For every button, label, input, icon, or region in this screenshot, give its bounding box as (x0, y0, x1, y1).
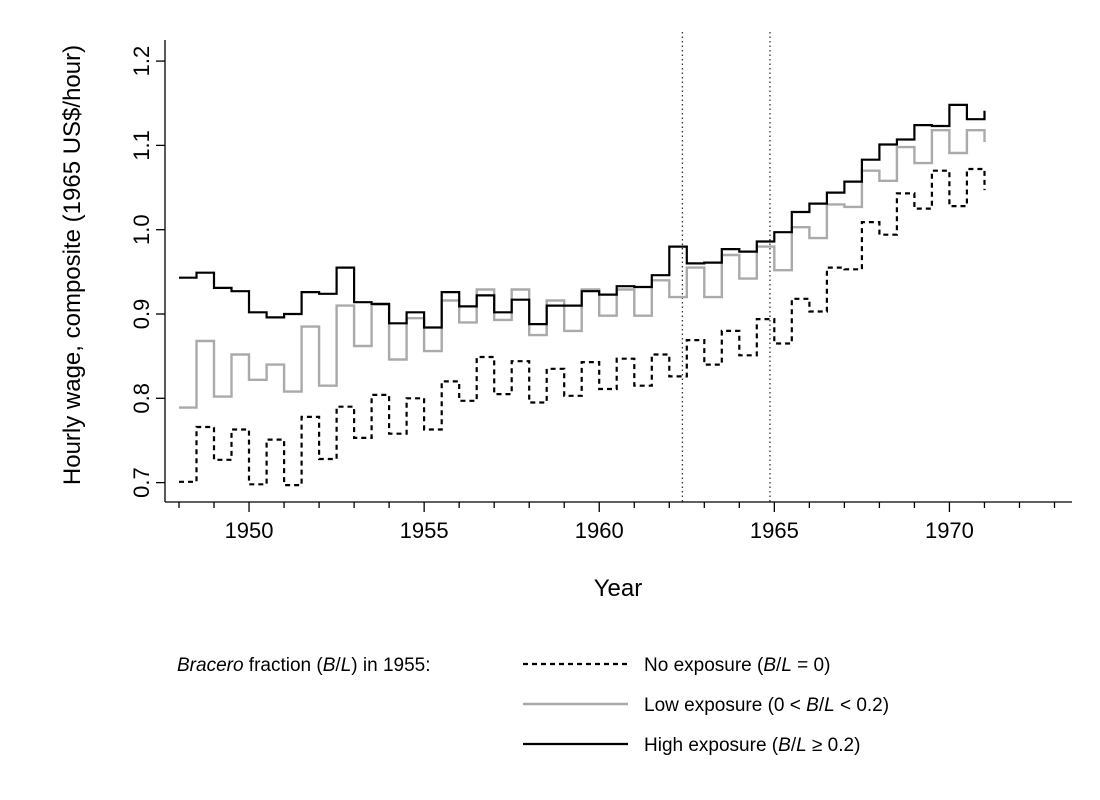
legend-title-part: ) in 1955: (351, 655, 430, 676)
legend-entry-2: High exposure (B/L ≥ 0.2) (644, 735, 860, 756)
legend-entry-1-part: / (819, 695, 825, 716)
y-tick-label: 0.9 (129, 299, 154, 330)
reference-lines (681, 32, 771, 502)
legend-entry-0-part: B (763, 655, 776, 676)
y-tick-label: 0.8 (129, 383, 154, 414)
x-axis-title: Year (594, 575, 643, 602)
y-tick-label: 1.0 (129, 214, 154, 245)
legend-entry-1: Low exposure (0 < B/L < 0.2) (644, 695, 889, 716)
series-lines (179, 103, 986, 487)
y-axis-title: Hourly wage, composite (1965 US$/hour) (59, 45, 86, 485)
legend-title-part: / (335, 655, 341, 676)
x-axis-ticks: 1950 1955 1960 1965 1970 (178, 502, 1056, 543)
plot-area: 1950 1955 1960 1965 1970 0.7 0.8 0.9 1.0 1.1 1.2 (129, 32, 1072, 543)
legend-entry-1-part: L (824, 695, 835, 716)
legend-entry-2-part: L (796, 735, 807, 756)
legend-title-part: fraction ( (244, 655, 324, 676)
x-tick-label: 1965 (750, 518, 799, 543)
series-line-1 (179, 129, 986, 409)
legend-title-part: Bracero (177, 655, 244, 676)
y-tick-label: 1.1 (129, 130, 154, 161)
legend-title-part: L (341, 655, 352, 676)
legend-entry-0-part: / (776, 655, 782, 676)
legend-entry-1-part: Low exposure (0 < (644, 695, 806, 716)
legend-entry-2-part: B (778, 735, 791, 756)
legend-entry-2-part: High exposure ( (644, 735, 779, 756)
series-line-0 (179, 167, 986, 487)
legend-entry-0-part: = 0) (792, 655, 831, 676)
legend-entry-1-part: < 0.2) (835, 695, 889, 716)
series-line-2 (179, 103, 986, 329)
legend: Bracero fraction (B/L) in 1955: No exposu… (177, 655, 889, 756)
x-tick-label: 1970 (925, 518, 974, 543)
legend-entry-2-part: ≥ 0.2) (807, 735, 861, 756)
x-tick-label: 1950 (225, 518, 274, 543)
legend-title: Bracero fraction (B/L) in 1955: (177, 655, 431, 676)
legend-entry-0-part: L (781, 655, 792, 676)
legend-entry-0-part: No exposure ( (644, 655, 764, 676)
y-tick-label: 0.7 (129, 467, 154, 498)
x-tick-label: 1955 (400, 518, 449, 543)
x-tick-label: 1960 (575, 518, 624, 543)
y-tick-label: 1.2 (129, 46, 154, 77)
legend-entry-1-part: B (806, 695, 819, 716)
y-axis-ticks: 0.7 0.8 0.9 1.0 1.1 1.2 (129, 46, 165, 498)
legend-title-part: B (323, 655, 336, 676)
legend-entry-0: No exposure (B/L = 0) (644, 655, 830, 676)
legend-entry-2-part: / (791, 735, 797, 756)
